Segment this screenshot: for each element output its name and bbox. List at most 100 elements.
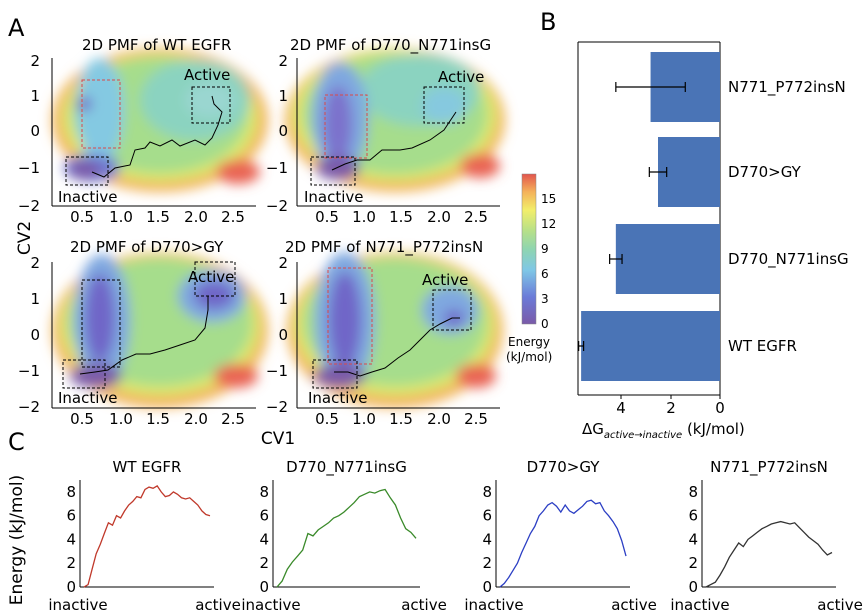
xtick: 2.5	[464, 410, 488, 428]
colorbar-title: Energy	[508, 335, 550, 349]
energy-ytick: 8	[259, 483, 269, 501]
ytick: −2	[18, 398, 40, 416]
bar	[581, 311, 720, 381]
energy-xlabel-active: active	[401, 596, 447, 614]
pmf-yticks-bottom-left: 2 1 0 −1 −2	[18, 254, 40, 416]
colorbar-tick: 6	[541, 267, 549, 281]
colorbar-tick: 15	[541, 192, 556, 206]
ytick: 0	[30, 122, 40, 140]
pmf-xlabel: CV1	[261, 429, 295, 449]
energy-xlabel-inactive: inactive	[48, 596, 107, 614]
ytick: −2	[266, 197, 288, 215]
xtick: 2.5	[464, 208, 488, 226]
ytick: 0	[278, 326, 288, 344]
panel-letter-b: B	[540, 8, 556, 36]
pmf-heatmap-d770-gy	[52, 252, 268, 408]
colorbar-unit: (kJ/mol)	[506, 350, 552, 364]
active-label-wt-egfr: Active	[184, 66, 230, 84]
xtick: 1.0	[109, 410, 133, 428]
xtick: 2.5	[221, 208, 245, 226]
pmf-title-wt-egfr: 2D PMF of WT EGFR	[82, 36, 231, 54]
energy-xlabel-active: active	[817, 596, 863, 614]
energy-ytick: 0	[688, 578, 698, 596]
inactive-label-d770-n771insg: Inactive	[304, 188, 364, 206]
ytick: 2	[278, 254, 288, 272]
ytick: 1	[30, 290, 40, 308]
energy-ytick: 0	[66, 578, 76, 596]
bar-xtick: 4	[616, 399, 626, 417]
inactive-label-n771-p772insn: Inactive	[308, 389, 368, 407]
bar-xlabel-main: ΔG	[582, 420, 604, 438]
xtick: 0.5	[315, 410, 339, 428]
energy-xlabel-inactive: inactive	[241, 596, 300, 614]
colorbar-tick: 9	[541, 242, 549, 256]
bar-xlabel-sub: active→inactive	[604, 430, 682, 441]
xtick: 2.0	[427, 410, 451, 428]
inactive-label-wt-egfr: Inactive	[58, 188, 118, 206]
ytick: 1	[278, 290, 288, 308]
bar-xticks: 4 2 0	[616, 399, 725, 417]
energy-xlabel-active: active	[611, 596, 657, 614]
xtick: 1.0	[352, 410, 376, 428]
pmf-boxes-n771-p772insn	[312, 267, 472, 389]
ytick: −1	[18, 362, 40, 380]
energy-xlabel-active: active	[195, 596, 241, 614]
pmf-heatmap-d770-n771insg	[285, 48, 505, 192]
energy-plot-title: D770_N771insG	[286, 458, 407, 477]
panel-letter-a: A	[8, 14, 25, 42]
pmf-title-d770-n771insg: 2D PMF of D770_N771insG	[290, 36, 491, 55]
ytick: 0	[30, 326, 40, 344]
ytick: 2	[278, 52, 288, 70]
ytick: 0	[278, 122, 288, 140]
pmf-xticks-bottom-right: 0.5 1.0 1.5 2.0 2.5	[315, 410, 488, 428]
energy-ytick: 2	[688, 554, 698, 572]
xtick: 0.5	[70, 410, 94, 428]
energy-colorbar: 15 12 9 6 3 0 Energy (kJ/mol)	[506, 173, 556, 364]
pmf-boxes-wt-egfr	[65, 79, 231, 186]
energy-ytick: 4	[66, 530, 76, 548]
energy-ytick: 8	[66, 483, 76, 501]
pmf-ylabel: CV2	[15, 221, 35, 255]
energy-ytick: 0	[482, 578, 492, 596]
pmf-yticks-top-right: 2 1 0 −1 −2	[266, 52, 288, 215]
xtick: 2.0	[184, 208, 208, 226]
ytick: −2	[18, 197, 40, 215]
pmf-title-d770-gy: 2D PMF of D770>GY	[70, 238, 224, 256]
pmf-heatmap-n771-p772insn	[287, 252, 503, 408]
energy-line	[499, 499, 627, 588]
xtick: 1.5	[146, 208, 170, 226]
xtick: 1.0	[352, 208, 376, 226]
energy-plot-title: D770>GY	[527, 458, 601, 476]
bar-category-label: N771_P772insN	[728, 78, 846, 97]
bar-xlabel-unit: (kJ/mol)	[682, 420, 745, 438]
xtick: 1.5	[389, 208, 413, 226]
energy-ytick: 4	[688, 530, 698, 548]
pmf-title-n771-p772insn: 2D PMF of N771_P772insN	[285, 238, 483, 257]
pmf-xticks-top-left: 0.5 1.0 1.5 2.0 2.5	[70, 208, 245, 226]
xtick: 0.5	[70, 208, 94, 226]
inactive-label-d770-gy: Inactive	[58, 389, 118, 407]
bar-xtick: 2	[666, 399, 676, 417]
ytick: −1	[18, 159, 40, 177]
energy-plot-title: WT EGFR	[113, 458, 182, 476]
pmf-axes	[51, 58, 500, 409]
energy-ytick: 2	[66, 554, 76, 572]
panel-letter-c: C	[8, 428, 25, 456]
pmf-boxes-d770-n771insg	[310, 86, 465, 186]
xtick: 2.0	[184, 410, 208, 428]
colorbar-tick: 0	[541, 317, 549, 331]
pmf-xticks-bottom-left: 0.5 1.0 1.5 2.0 2.5	[70, 410, 245, 428]
bar-category-label: WT EGFR	[728, 337, 797, 355]
energy-xlabel-inactive: inactive	[464, 596, 523, 614]
energy-line	[705, 520, 833, 588]
xtick: 1.5	[146, 410, 170, 428]
energy-plot-title: N771_P772insN	[710, 458, 828, 477]
ytick: 2	[30, 254, 40, 272]
xtick: 2.5	[221, 410, 245, 428]
bar-category-label: D770_N771insG	[728, 250, 849, 269]
ytick: −2	[266, 398, 288, 416]
bar-category-label: D770>GY	[728, 163, 802, 181]
colorbar-tick: 12	[541, 217, 556, 231]
energy-ytick: 2	[259, 554, 269, 572]
